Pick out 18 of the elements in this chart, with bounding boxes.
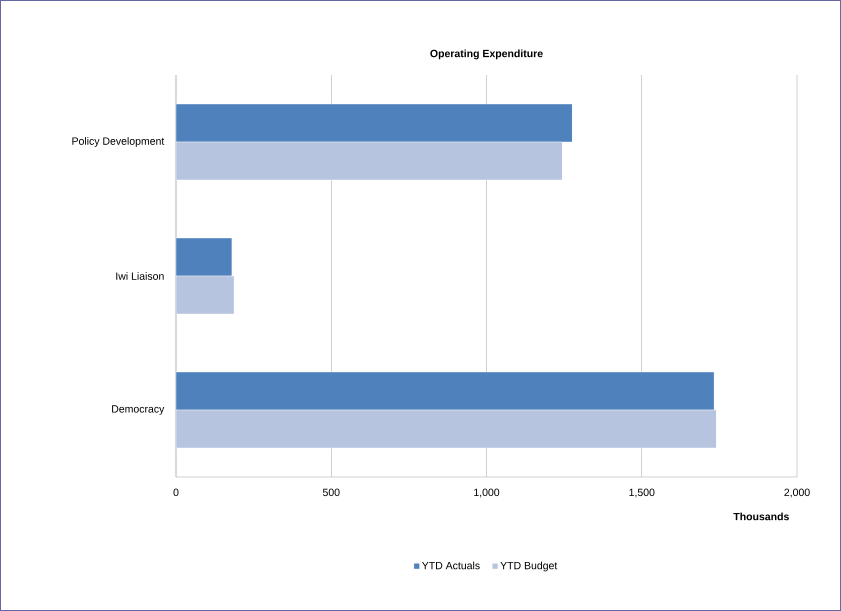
chart-title: Operating Expenditure [430, 49, 543, 60]
x-axis-title: Thousands [733, 512, 789, 520]
y-tick-label: Democracy [112, 405, 164, 415]
bar [176, 276, 234, 314]
bar [176, 372, 714, 410]
y-tick-label: Policy Development [72, 137, 164, 147]
x-tick-label: 1,000 [474, 488, 500, 498]
bar [176, 104, 572, 142]
legend-label: YTD Budget [500, 562, 558, 572]
bar [176, 238, 232, 276]
x-tick-label: 0 [173, 488, 179, 496]
legend-label: YTD Actuals [422, 562, 480, 570]
x-tick-label: 2,000 [784, 488, 810, 498]
bar [176, 410, 716, 448]
x-tick-label: 500 [322, 488, 340, 496]
y-tick-label: Iwi Liaison [116, 272, 164, 280]
x-tick-label: 1,500 [629, 488, 654, 498]
bar [176, 142, 562, 180]
